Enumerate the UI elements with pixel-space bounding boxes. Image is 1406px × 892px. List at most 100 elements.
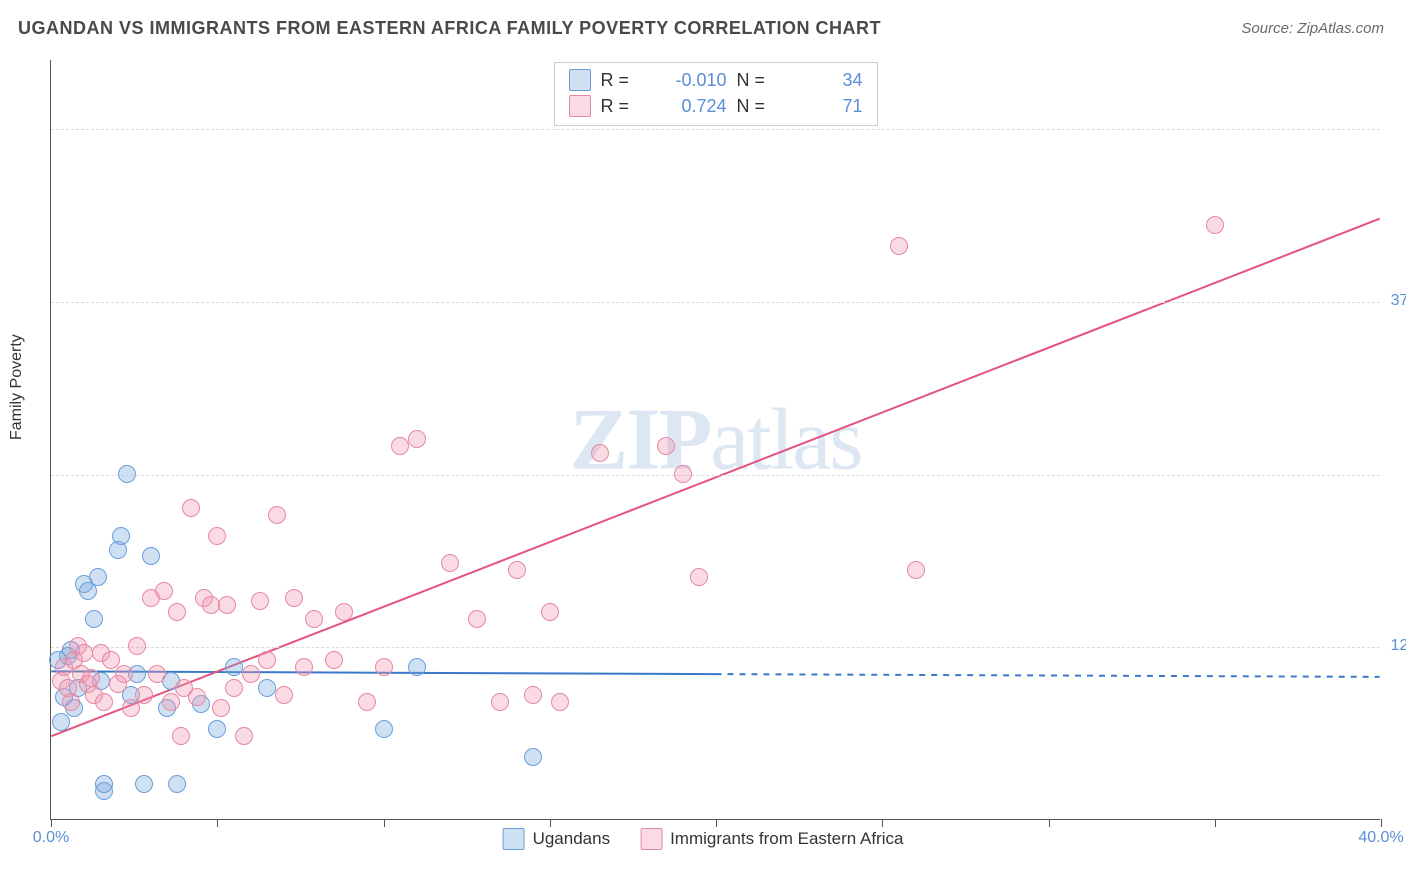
data-point xyxy=(285,589,303,607)
legend-item-ugandans: Ugandans xyxy=(503,828,611,850)
data-point xyxy=(674,465,692,483)
regression-line xyxy=(716,674,1380,677)
source-prefix: Source: xyxy=(1241,20,1297,37)
data-point xyxy=(690,568,708,586)
y-tick-label: 12.5% xyxy=(1391,637,1406,655)
data-point xyxy=(408,430,426,448)
gridline xyxy=(51,475,1380,476)
data-point xyxy=(208,527,226,545)
data-point xyxy=(155,582,173,600)
data-point xyxy=(541,603,559,621)
data-point xyxy=(468,610,486,628)
data-point xyxy=(275,686,293,704)
data-point xyxy=(235,727,253,745)
data-point xyxy=(524,686,542,704)
legend-n-label: N = xyxy=(737,67,783,93)
data-point xyxy=(251,592,269,610)
data-point xyxy=(591,444,609,462)
data-point xyxy=(182,499,200,517)
data-point xyxy=(162,693,180,711)
data-point xyxy=(168,775,186,793)
data-point xyxy=(202,596,220,614)
data-point xyxy=(358,693,376,711)
regression-lines-layer xyxy=(51,60,1380,819)
data-point xyxy=(551,693,569,711)
data-point xyxy=(375,720,393,738)
x-tick xyxy=(217,819,218,827)
data-point xyxy=(52,713,70,731)
data-point xyxy=(491,693,509,711)
data-point xyxy=(128,637,146,655)
data-point xyxy=(122,699,140,717)
data-point xyxy=(95,775,113,793)
legend-n-label: N = xyxy=(737,93,783,119)
legend-label-east-africa: Immigrants from Eastern Africa xyxy=(670,829,903,849)
gridline xyxy=(51,129,1380,130)
regression-line xyxy=(51,219,1379,737)
legend-row-ugandans: R = -0.010 N = 34 xyxy=(569,67,863,93)
legend-n-value-east-africa: 71 xyxy=(793,93,863,119)
data-point xyxy=(75,644,93,662)
data-point xyxy=(188,688,206,706)
source-name: ZipAtlas.com xyxy=(1297,20,1384,37)
data-point xyxy=(524,748,542,766)
legend-r-value-ugandans: -0.010 xyxy=(657,67,727,93)
data-point xyxy=(305,610,323,628)
correlation-legend: R = -0.010 N = 34 R = 0.724 N = 71 xyxy=(554,62,878,126)
legend-r-label: R = xyxy=(601,67,647,93)
legend-r-label: R = xyxy=(601,93,647,119)
data-point xyxy=(907,561,925,579)
data-point xyxy=(89,568,107,586)
data-point xyxy=(657,437,675,455)
swatch-east-africa xyxy=(640,828,662,850)
data-point xyxy=(118,465,136,483)
x-tick xyxy=(384,819,385,827)
data-point xyxy=(172,727,190,745)
data-point xyxy=(335,603,353,621)
legend-item-east-africa: Immigrants from Eastern Africa xyxy=(640,828,903,850)
data-point xyxy=(218,596,236,614)
data-point xyxy=(258,651,276,669)
chart-title: UGANDAN VS IMMIGRANTS FROM EASTERN AFRIC… xyxy=(18,18,881,39)
data-point xyxy=(95,693,113,711)
data-point xyxy=(225,658,243,676)
data-point xyxy=(212,699,230,717)
legend-label-ugandans: Ugandans xyxy=(533,829,611,849)
legend-r-value-east-africa: 0.724 xyxy=(657,93,727,119)
data-point xyxy=(135,775,153,793)
data-point xyxy=(242,665,260,683)
data-point xyxy=(208,720,226,738)
swatch-ugandans xyxy=(569,69,591,91)
data-point xyxy=(82,669,100,687)
swatch-ugandans xyxy=(503,828,525,850)
data-point xyxy=(508,561,526,579)
y-axis-label: Family Poverty xyxy=(8,334,26,440)
data-point xyxy=(142,547,160,565)
y-tick-label: 37.5% xyxy=(1391,292,1406,310)
swatch-east-africa xyxy=(569,95,591,117)
legend-n-value-ugandans: 34 xyxy=(793,67,863,93)
legend-row-east-africa: R = 0.724 N = 71 xyxy=(569,93,863,119)
data-point xyxy=(408,658,426,676)
data-point xyxy=(325,651,343,669)
data-point xyxy=(375,658,393,676)
data-point xyxy=(225,679,243,697)
source-attribution: Source: ZipAtlas.com xyxy=(1241,20,1384,37)
data-point xyxy=(135,686,153,704)
data-point xyxy=(441,554,459,572)
x-tick xyxy=(550,819,551,827)
x-tick-label: 0.0% xyxy=(33,829,69,847)
data-point xyxy=(112,527,130,545)
data-point xyxy=(62,693,80,711)
data-point xyxy=(391,437,409,455)
x-tick xyxy=(1381,819,1382,827)
data-point xyxy=(148,665,166,683)
x-tick-label: 40.0% xyxy=(1358,829,1403,847)
data-point xyxy=(890,237,908,255)
x-tick xyxy=(1049,819,1050,827)
data-point xyxy=(258,679,276,697)
x-tick xyxy=(51,819,52,827)
data-point xyxy=(85,610,103,628)
x-tick xyxy=(716,819,717,827)
x-tick xyxy=(882,819,883,827)
